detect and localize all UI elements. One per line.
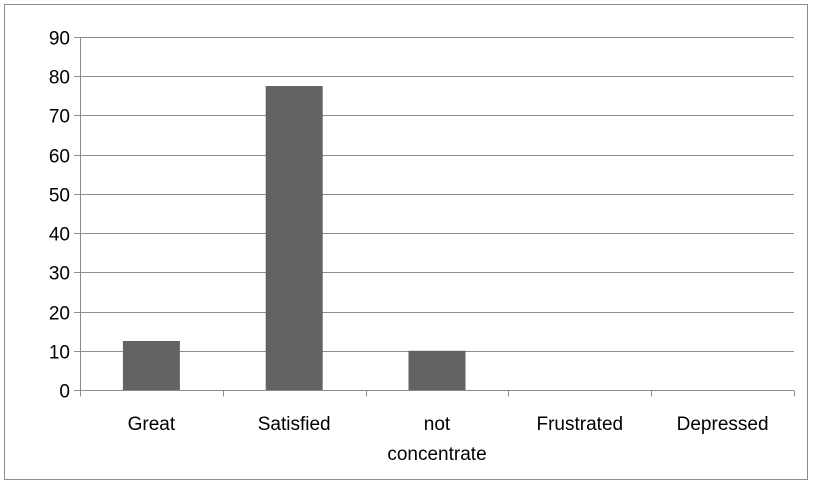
bar-great xyxy=(122,340,180,390)
x-category-labels: Great Satisfied not concentrate Frustrated De… xyxy=(128,414,769,465)
x-category-label: Frustrated xyxy=(537,414,624,435)
chart-frame xyxy=(4,4,808,480)
y-tick-label: 40 xyxy=(49,225,70,246)
y-tick-label: 30 xyxy=(49,264,70,285)
bar-satisfied xyxy=(265,86,323,391)
x-category-label: concentrate xyxy=(387,444,486,465)
bar-not-concentrate xyxy=(408,350,466,390)
y-tick-label: 90 xyxy=(49,29,70,50)
y-tick-labels: 0 10 20 30 40 50 60 70 80 90 xyxy=(49,29,70,403)
x-category-label: Great xyxy=(128,414,176,435)
y-tick-label: 50 xyxy=(49,186,70,207)
y-tick-label: 70 xyxy=(49,107,70,128)
y-tick-label: 20 xyxy=(49,304,70,325)
x-category-label: Satisfied xyxy=(258,414,331,435)
gridlines xyxy=(80,37,794,352)
axes xyxy=(74,37,795,397)
y-tick-label: 0 xyxy=(59,382,70,403)
bars xyxy=(122,86,466,391)
y-tick-label: 60 xyxy=(49,147,70,168)
y-tick-label: 80 xyxy=(49,68,70,89)
x-category-label: not xyxy=(424,414,451,435)
y-tick-label: 10 xyxy=(49,343,70,364)
x-category-label: Depressed xyxy=(677,414,769,435)
